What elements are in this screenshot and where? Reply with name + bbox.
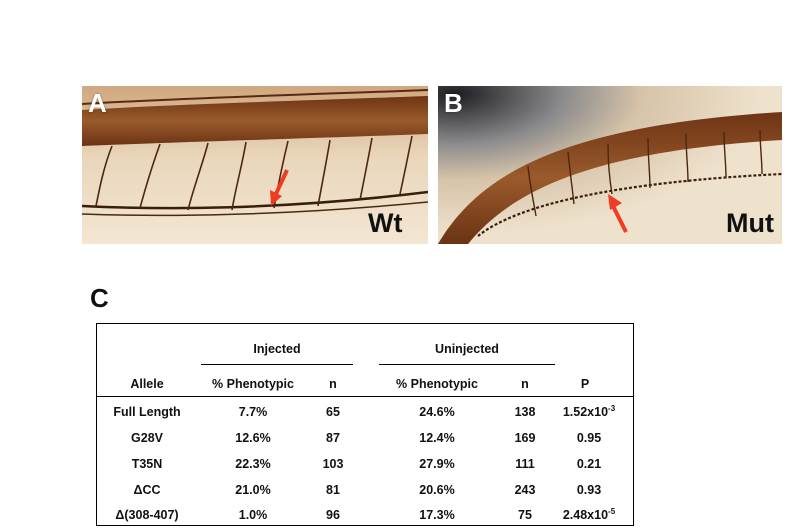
row-t35n-uninj-n: 111 — [515, 457, 535, 471]
row-delta-308-407-uninj-pct: 17.3% — [419, 508, 455, 522]
row-g28v-p: 0.95 — [577, 431, 601, 445]
row-t35n-p: 0.21 — [577, 457, 601, 471]
row-g28v-allele: G28V — [131, 431, 163, 445]
row-delta-cc-uninj-pct: 20.6% — [419, 483, 455, 497]
row-full-length-p-exponent: -3 — [608, 404, 616, 413]
row-g28v-uninj-pct: 12.4% — [419, 431, 455, 445]
panel-c-letter: C — [90, 283, 109, 313]
row-delta-308-407-p-exponent: -5 — [608, 507, 616, 516]
row-full-length-inj-n: 65 — [326, 405, 340, 419]
row-delta-308-407-allele: Δ(308-407) — [115, 508, 179, 522]
panel-b-mutant-image: B Mut — [438, 86, 782, 244]
row-full-length-p: 1.52x10-3 — [562, 404, 616, 420]
col-header-allele: Allele — [130, 377, 164, 391]
row-g28v-inj-pct: 12.6% — [235, 431, 271, 445]
panel-a-genotype-label: Wt — [368, 208, 403, 238]
injected-group-header: Injected — [253, 342, 301, 356]
row-t35n-inj-pct: 22.3% — [235, 457, 271, 471]
row-delta-308-407-uninj-n: 75 — [518, 508, 532, 522]
row-t35n-inj-n: 103 — [322, 457, 344, 471]
row-g28v-uninj-n: 169 — [514, 431, 536, 445]
row-delta-cc-allele: ΔCC — [133, 483, 161, 497]
row-full-length-p-base: 1.52x10 — [562, 405, 609, 419]
wildtype-vessel-micrograph — [82, 86, 428, 244]
row-delta-cc-inj-n: 81 — [326, 483, 340, 497]
mutant-vessel-micrograph — [438, 86, 782, 244]
row-delta-308-407-inj-pct: 1.0% — [238, 508, 268, 522]
panel-a-wildtype-image: A Wt — [82, 86, 428, 244]
row-full-length-uninj-pct: 24.6% — [419, 405, 455, 419]
row-t35n-uninj-pct: 27.9% — [419, 457, 455, 471]
row-full-length-uninj-n: 138 — [514, 405, 536, 419]
panel-a-letter: A — [88, 88, 107, 118]
phenotype-table: Injected Uninjected Allele % Phenotypic … — [96, 323, 634, 526]
row-delta-308-407-p-base: 2.48x10 — [562, 508, 609, 522]
row-delta-cc-inj-pct: 21.0% — [235, 483, 271, 497]
row-g28v-inj-n: 87 — [326, 431, 340, 445]
col-header-uninjected-pct: % Phenotypic — [396, 377, 478, 391]
col-header-injected-n: n — [329, 377, 337, 391]
row-t35n-allele: T35N — [131, 457, 163, 471]
row-full-length-inj-pct: 7.7% — [238, 405, 268, 419]
col-header-injected-pct: % Phenotypic — [212, 377, 294, 391]
row-delta-cc-p-base: 0.93 — [576, 483, 602, 497]
col-header-uninjected-n: n — [521, 377, 529, 391]
row-delta-cc-uninj-n: 243 — [514, 483, 536, 497]
row-full-length-allele: Full Length — [113, 405, 181, 419]
panel-b-genotype-label: Mut — [726, 208, 774, 238]
row-delta-cc-p: 0.93 — [577, 483, 601, 497]
row-delta-308-407-inj-n: 96 — [326, 508, 340, 522]
row-delta-308-407-p: 2.48x10-5 — [562, 507, 616, 523]
col-header-p: P — [580, 377, 590, 391]
uninjected-header-rule — [379, 364, 555, 365]
row-t35n-p-base: 0.21 — [576, 457, 602, 471]
panel-b-letter: B — [444, 88, 463, 118]
row-g28v-p-base: 0.95 — [576, 431, 602, 445]
header-bottom-rule — [97, 396, 633, 397]
injected-header-rule — [201, 364, 353, 365]
uninjected-group-header: Uninjected — [435, 342, 499, 356]
